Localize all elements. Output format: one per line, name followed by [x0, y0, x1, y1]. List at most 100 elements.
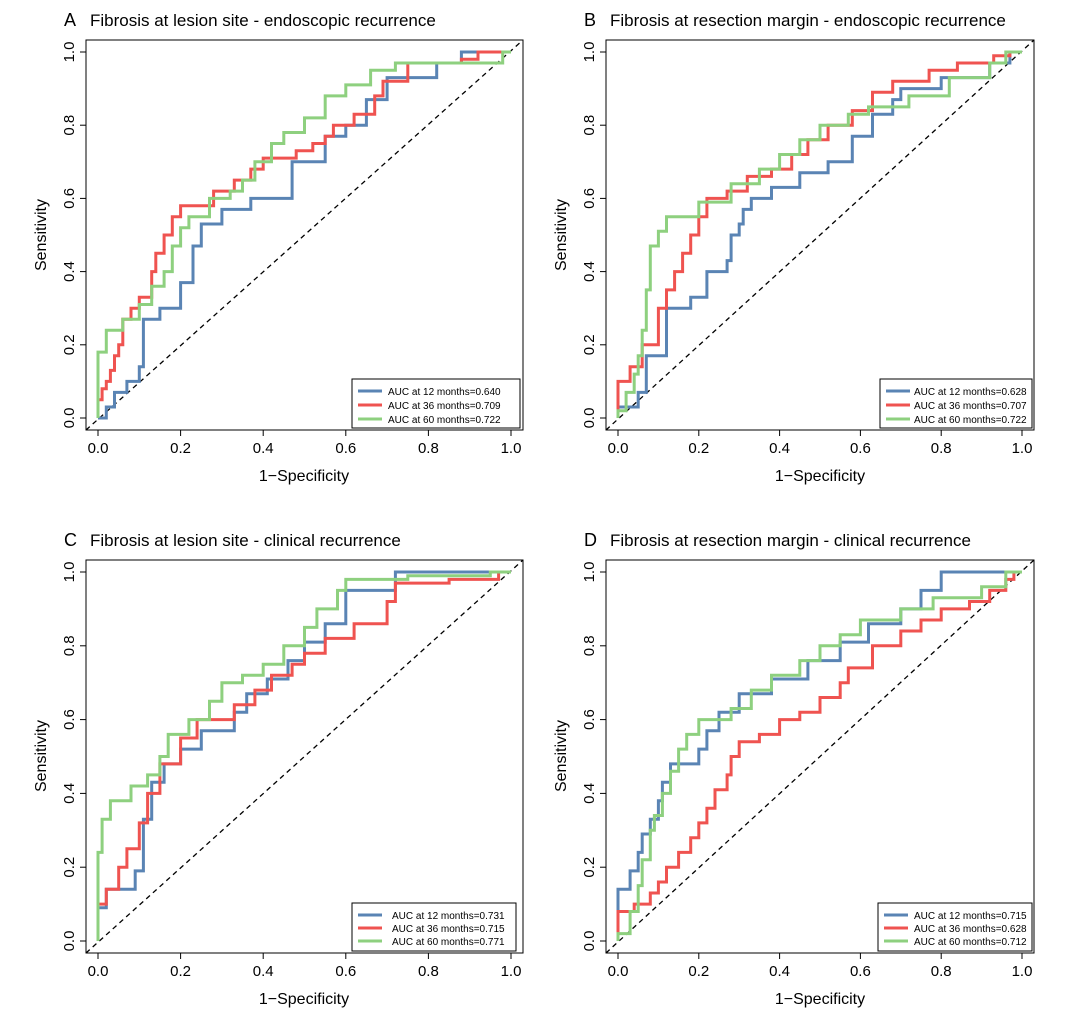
reference-diagonal: [605, 559, 1035, 954]
panel-letter: C: [64, 530, 77, 550]
x-axis-ticks: 0.0 0.2 0.4 0.6 0.8 1.0: [88, 953, 522, 980]
y-tick-label: 0.6: [61, 188, 78, 209]
plot-frame: [85, 559, 524, 954]
x-tick-label: 0.6: [335, 963, 356, 980]
reference-diagonal-line: [85, 39, 524, 431]
y-tick-label: 0.0: [581, 931, 598, 952]
roc-curve-series-1: [96, 50, 511, 418]
x-tick-label: 1.0: [1012, 963, 1033, 980]
roc-curve-series-0: [96, 570, 511, 941]
x-axis-ticks: 0.0 0.2 0.4 0.6 0.8 1.0: [608, 953, 1033, 980]
panel-letter: D: [584, 530, 597, 550]
panel-title: Fibrosis at lesion site - endoscopic rec…: [90, 11, 436, 30]
roc-curves: [96, 50, 511, 420]
panel-a: A Fibrosis at lesion site - endoscopic r…: [33, 10, 524, 485]
y-axis-ticks: 0.0 0.2 0.4 0.6 0.8 1.0: [581, 562, 606, 952]
reference-diagonal: [605, 39, 1035, 431]
x-tick-label: 0.4: [769, 440, 790, 457]
panel-c: C Fibrosis at lesion site - clinical rec…: [33, 530, 524, 1008]
x-axis-label: 1−Specificity: [775, 468, 865, 485]
roc-curve-series-0: [98, 50, 511, 420]
y-axis-ticks: 0.0 0.2 0.4 0.6 0.8 1.0: [581, 42, 606, 429]
x-tick-label: 0.2: [170, 440, 191, 457]
x-tick-label: 0.0: [608, 440, 629, 457]
y-tick-label: 0.2: [581, 334, 598, 355]
legend: AUC at 12 months=0.628 AUC at 36 months=…: [879, 378, 1033, 429]
y-tick-label: 0.8: [581, 115, 598, 136]
x-tick-label: 0.6: [335, 440, 356, 457]
y-axis-label: Sensitivity: [33, 720, 50, 792]
y-axis-label: Sensitivity: [553, 199, 570, 271]
reference-diagonal-line: [605, 39, 1035, 431]
legend-label-12: AUC at 12 months=0.628: [914, 387, 1027, 398]
y-tick-label: 0.4: [61, 783, 78, 804]
y-tick-label: 0.4: [581, 261, 598, 282]
legend-label-12: AUC at 12 months=0.715: [914, 911, 1027, 922]
roc-curve-series-2: [616, 50, 1022, 418]
plot-frame: [605, 559, 1035, 954]
x-axis-label: 1−Specificity: [259, 468, 349, 485]
y-tick-label: 0.8: [61, 635, 78, 656]
roc-curves: [616, 570, 1022, 941]
roc-curve-series-2: [96, 50, 511, 418]
y-tick-label: 0.8: [581, 635, 598, 656]
y-tick-label: 1.0: [581, 562, 598, 583]
y-tick-label: 1.0: [581, 42, 598, 63]
reference-diagonal: [85, 559, 524, 954]
x-axis-label: 1−Specificity: [259, 991, 349, 1008]
legend: AUC at 12 months=0.640 AUC at 36 months=…: [351, 378, 521, 429]
legend: AUC at 12 months=0.715 AUC at 36 months=…: [877, 902, 1033, 952]
x-tick-label: 0.0: [88, 963, 109, 980]
roc-curve-series-0: [616, 570, 1022, 941]
roc-curves: [96, 570, 511, 941]
legend-label-60: AUC at 60 months=0.722: [388, 415, 501, 426]
legend-label-12: AUC at 12 months=0.731: [392, 911, 505, 922]
y-axis-ticks: 0.0 0.2 0.4 0.6 0.8 1.0: [61, 562, 86, 951]
y-tick-label: 0.6: [581, 188, 598, 209]
x-tick-label: 1.0: [1012, 440, 1033, 457]
panel-letter: B: [584, 10, 596, 30]
x-tick-label: 1.0: [501, 963, 522, 980]
y-tick-label: 1.0: [61, 562, 78, 583]
panel-b: B Fibrosis at resection margin - endosco…: [553, 10, 1035, 485]
legend-label-36: AUC at 36 months=0.628: [914, 924, 1027, 935]
x-tick-label: 0.2: [170, 963, 191, 980]
legend-label-60: AUC at 60 months=0.712: [914, 937, 1027, 948]
panel-title: Fibrosis at resection margin - endoscopi…: [610, 11, 1006, 30]
x-tick-label: 0.4: [769, 963, 790, 980]
legend-label-60: AUC at 60 months=0.722: [914, 415, 1027, 426]
legend-label-36: AUC at 36 months=0.707: [914, 401, 1027, 412]
y-tick-label: 0.0: [61, 408, 78, 429]
reference-diagonal-line: [605, 559, 1035, 954]
y-tick-label: 0.2: [581, 857, 598, 878]
x-tick-label: 0.8: [418, 440, 439, 457]
y-tick-label: 0.8: [61, 115, 78, 136]
legend: AUC at 12 months=0.731 AUC at 36 months=…: [351, 902, 517, 952]
panel-letter: A: [64, 10, 76, 30]
y-tick-label: 0.4: [581, 783, 598, 804]
x-axis-ticks: 0.0 0.2 0.4 0.6 0.8 1.0: [608, 430, 1033, 457]
y-tick-label: 0.2: [61, 857, 78, 878]
panel-title: Fibrosis at lesion site - clinical recur…: [90, 531, 401, 550]
y-tick-label: 0.6: [581, 709, 598, 730]
legend-label-36: AUC at 36 months=0.709: [388, 401, 501, 412]
y-tick-label: 0.6: [61, 709, 78, 730]
x-axis-label: 1−Specificity: [775, 991, 865, 1008]
x-tick-label: 0.8: [931, 440, 952, 457]
plot-frame: [85, 39, 524, 431]
legend-label-60: AUC at 60 months=0.771: [392, 937, 505, 948]
roc-curve-series-1: [96, 570, 511, 941]
x-tick-label: 0.4: [253, 440, 274, 457]
x-tick-label: 0.8: [418, 963, 439, 980]
y-axis-label: Sensitivity: [553, 720, 570, 792]
legend-label-36: AUC at 36 months=0.715: [392, 924, 505, 935]
reference-diagonal: [85, 39, 524, 431]
y-axis-ticks: 0.0 0.2 0.4 0.6 0.8 1.0: [61, 42, 86, 429]
x-tick-label: 0.2: [688, 440, 709, 457]
x-axis-ticks: 0.0 0.2 0.4 0.6 0.8 1.0: [88, 430, 521, 457]
legend-label-12: AUC at 12 months=0.640: [388, 387, 501, 398]
panel-title: Fibrosis at resection margin - clinical …: [610, 531, 971, 550]
x-tick-label: 0.2: [688, 963, 709, 980]
y-tick-label: 0.0: [581, 408, 598, 429]
